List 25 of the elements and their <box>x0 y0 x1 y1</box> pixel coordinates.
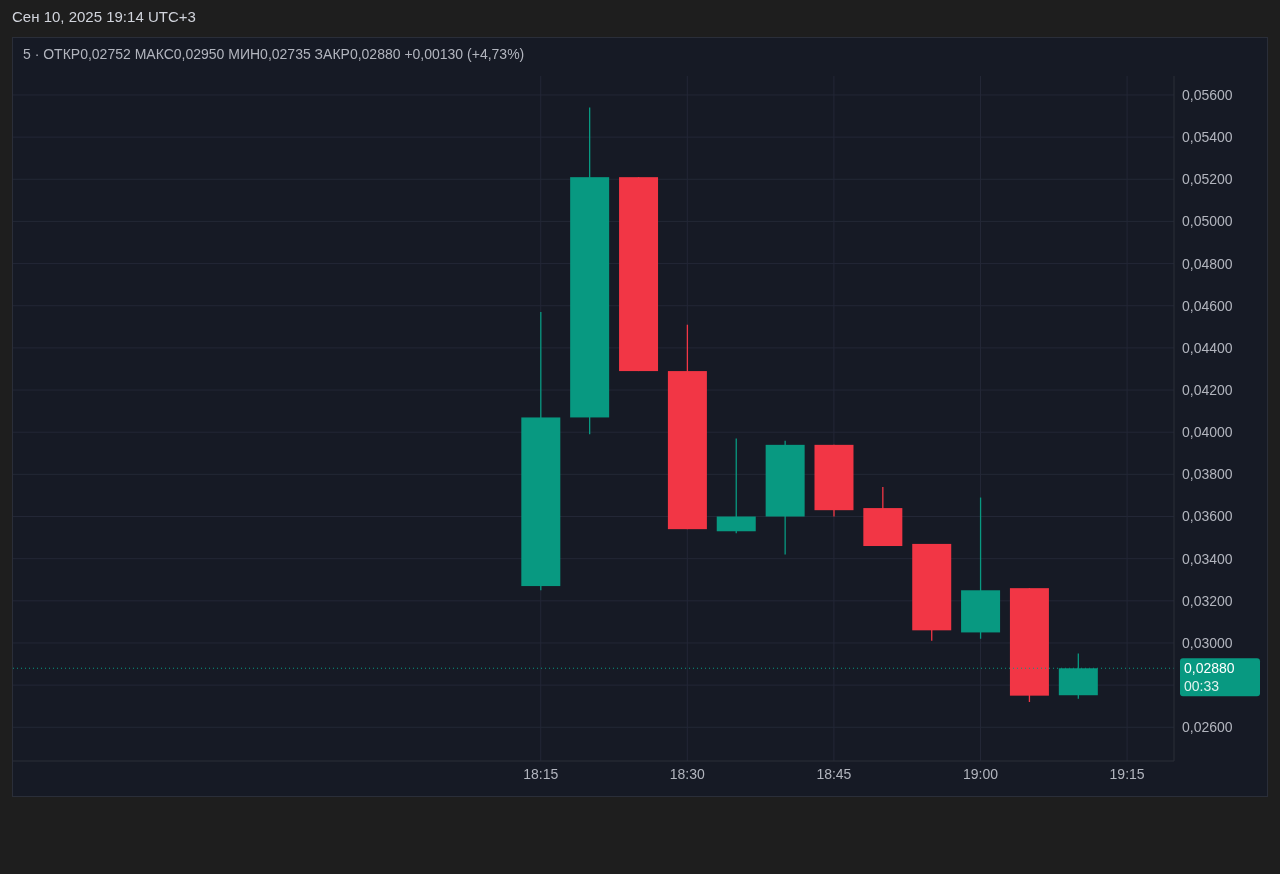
y-tick-label: 0,04000 <box>1182 424 1233 441</box>
y-tick-label: 0,05600 <box>1182 86 1233 103</box>
x-tick-label: 18:45 <box>816 765 852 782</box>
y-tick-label: 0,03400 <box>1182 550 1233 567</box>
y-tick-label: 0,02600 <box>1182 719 1233 736</box>
x-tick-label: 18:30 <box>669 765 706 782</box>
y-tick-label: 0,04800 <box>1182 255 1233 272</box>
chart-title: Сен 10, 2025 19:14 UTC+3 <box>12 8 196 25</box>
y-tick-label: 0,05400 <box>1182 129 1233 146</box>
y-tick-label: 0,03800 <box>1182 466 1233 483</box>
text: 00:33 <box>1184 678 1220 695</box>
ref-line-label: 0,02880 <box>1184 660 1235 677</box>
y-tick-label: 0,05200 <box>1182 171 1233 188</box>
y-tick-label: 0,04400 <box>1182 339 1233 356</box>
y-tick-label: 0,03600 <box>1182 508 1233 525</box>
y-tick-label: 0,03200 <box>1182 592 1233 609</box>
y-tick-label: 0,04600 <box>1182 297 1233 314</box>
y-tick-label: 0,04200 <box>1182 382 1233 399</box>
y-tick-label: 0,03000 <box>1182 634 1233 651</box>
candlestick <box>716 437 756 535</box>
x-tick-label: 18:15 <box>523 765 559 782</box>
x-tick-label: 19:00 <box>962 765 999 782</box>
x-tick-label: 19:15 <box>1109 765 1145 782</box>
y-tick-label: 0,05000 <box>1182 213 1233 230</box>
chart-subtitle: 5 · ОТКР0,02752 МАКС0,02950 МИН0,02735 ЗАКР0,02880 +0,00130 (+4,73%) <box>23 46 525 62</box>
